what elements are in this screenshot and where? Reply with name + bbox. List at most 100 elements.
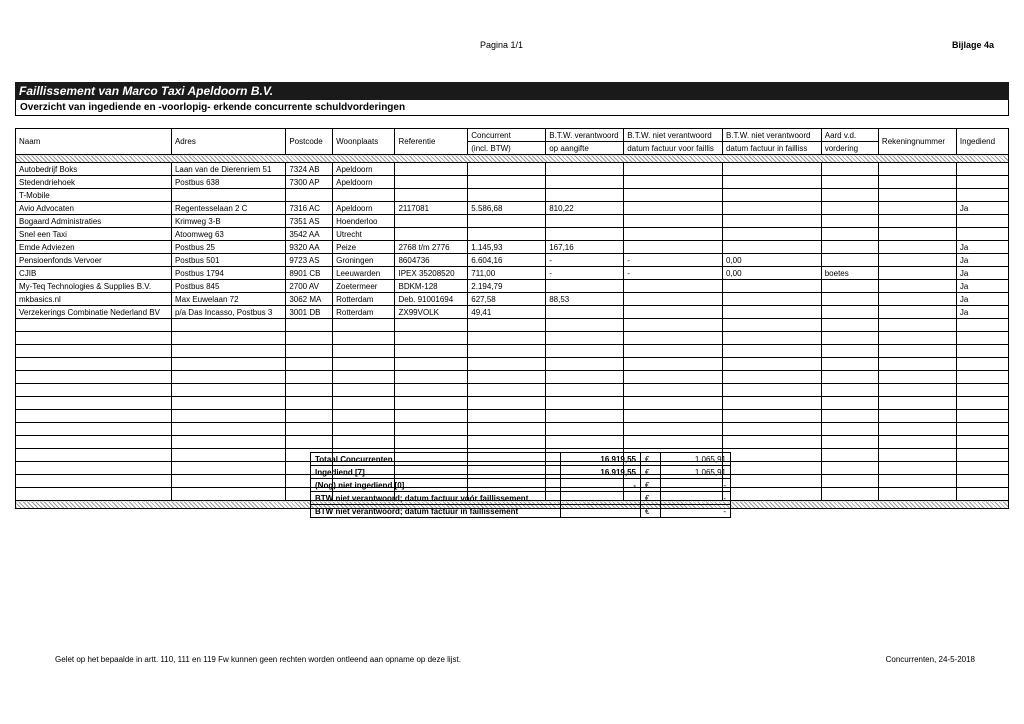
cell-ingediend: Ja <box>956 306 1008 319</box>
cell-woonplaats <box>333 189 395 202</box>
cell-aard <box>821 215 878 228</box>
summary-v2: - <box>661 479 731 492</box>
cell-rekening <box>878 280 956 293</box>
cell-btw_niet1: - <box>624 254 723 267</box>
cell-referentie <box>395 228 468 241</box>
cell-aard <box>821 254 878 267</box>
summary-row: Ingediend [7]16.919,55€1.065,91 <box>311 466 731 479</box>
col-btw-ver: op aangifte <box>546 142 624 155</box>
cell-adres: Postbus 501 <box>171 254 285 267</box>
table-row <box>16 436 1009 449</box>
cell-aard <box>821 293 878 306</box>
cell-concurrent: 49,41 <box>468 306 546 319</box>
cell-btw_ver <box>546 176 624 189</box>
cell-concurrent: 1.145,93 <box>468 241 546 254</box>
cell-adres: Krimweg 3-B <box>171 215 285 228</box>
summary-v2: - <box>661 492 731 505</box>
cell-referentie: 2768 t/m 2776 <box>395 241 468 254</box>
table-row: My-Teq Technologies & Supplies B.V.Postb… <box>16 280 1009 293</box>
footer-note: Gelet op het bepaalde in artt. 110, 111 … <box>55 655 461 664</box>
col-concurrent: (incl. BTW) <box>468 142 546 155</box>
title-bar: Faillissement van Marco Taxi Apeldoorn B… <box>15 82 1009 100</box>
cell-referentie: BDKM-128 <box>395 280 468 293</box>
cell-ingediend: Ja <box>956 241 1008 254</box>
cell-btw_niet2 <box>722 241 821 254</box>
summary-label: Totaal Concurrenten <box>311 453 561 466</box>
cell-referentie <box>395 163 468 176</box>
cell-btw_niet2 <box>722 293 821 306</box>
subtitle: Overzicht van ingediende en -voorlopig- … <box>15 100 1009 116</box>
cell-referentie <box>395 189 468 202</box>
cell-woonplaats: Apeldoorn <box>333 176 395 189</box>
cell-btw_ver: 167,16 <box>546 241 624 254</box>
summary-v2: - <box>661 505 731 518</box>
cell-btw_ver <box>546 228 624 241</box>
col-btw-niet1: datum factuur voor faillis <box>624 142 723 155</box>
cell-btw_niet1 <box>624 189 723 202</box>
cell-btw_ver: 810,22 <box>546 202 624 215</box>
table-row <box>16 319 1009 332</box>
cell-referentie <box>395 176 468 189</box>
summary-label: Ingediend [7] <box>311 466 561 479</box>
cell-ingediend <box>956 176 1008 189</box>
summary-v1 <box>561 505 641 518</box>
table-row: Bogaard AdministratiesKrimweg 3-B7351 AS… <box>16 215 1009 228</box>
cell-adres: Postbus 845 <box>171 280 285 293</box>
summary-currency: € <box>641 505 661 518</box>
cell-naam: Emde Adviezen <box>16 241 172 254</box>
cell-btw_ver: 88,53 <box>546 293 624 306</box>
summary-v1: - <box>561 479 641 492</box>
cell-aard <box>821 228 878 241</box>
cell-rekening <box>878 293 956 306</box>
cell-naam: CJIB <box>16 267 172 280</box>
cell-rekening <box>878 306 956 319</box>
table-row: CJIBPostbus 17948901 CBLeeuwardenIPEX 35… <box>16 267 1009 280</box>
cell-woonplaats: Groningen <box>333 254 395 267</box>
cell-btw_niet2 <box>722 280 821 293</box>
table-row: Snel een TaxiAtoomweg 633542 AAUtrecht <box>16 228 1009 241</box>
cell-concurrent: 627,58 <box>468 293 546 306</box>
table-row: Avio AdvocatenRegentesselaan 2 C7316 ACA… <box>16 202 1009 215</box>
cell-woonplaats: Apeldoorn <box>333 163 395 176</box>
summary-v1 <box>561 492 641 505</box>
cell-ingediend <box>956 215 1008 228</box>
col-btw-niet2-top: B.T.W. niet verantwoord <box>722 129 821 142</box>
cell-referentie: ZX99VOLK <box>395 306 468 319</box>
cell-naam: Verzekerings Combinatie Nederland BV <box>16 306 172 319</box>
cell-woonplaats: Rotterdam <box>333 306 395 319</box>
cell-btw_ver <box>546 280 624 293</box>
cell-adres: Postbus 25 <box>171 241 285 254</box>
cell-referentie: IPEX 35208520 <box>395 267 468 280</box>
cell-concurrent <box>468 189 546 202</box>
summary-currency: € <box>641 453 661 466</box>
col-btw-niet2: datum factuur in failliss <box>722 142 821 155</box>
summary-table-wrap: Totaal Concurrenten16.919,55€1.065,91Ing… <box>310 452 830 518</box>
col-btw-ver-top: B.T.W. verantwoord <box>546 129 624 142</box>
summary-row: (Nog) niet ingediend [0]-€- <box>311 479 731 492</box>
cell-btw_niet1 <box>624 176 723 189</box>
table-row <box>16 371 1009 384</box>
table-row: Pensioenfonds VervoerPostbus 5019723 ASG… <box>16 254 1009 267</box>
cell-aard <box>821 280 878 293</box>
cell-postcode: 7316 AC <box>286 202 333 215</box>
cell-naam: Autobedrijf Boks <box>16 163 172 176</box>
cell-postcode <box>286 189 333 202</box>
cell-postcode: 8901 CB <box>286 267 333 280</box>
cell-referentie: Deb. 91001694 <box>395 293 468 306</box>
col-referentie: Referentie <box>395 129 468 155</box>
cell-btw_ver <box>546 189 624 202</box>
col-naam: Naam <box>16 129 172 155</box>
cell-referentie <box>395 215 468 228</box>
cell-aard <box>821 202 878 215</box>
cell-concurrent: 5.586,68 <box>468 202 546 215</box>
cell-btw_niet1 <box>624 215 723 228</box>
summary-currency: € <box>641 492 661 505</box>
cell-concurrent <box>468 163 546 176</box>
cell-woonplaats: Apeldoorn <box>333 202 395 215</box>
cell-aard: boetes <box>821 267 878 280</box>
cell-naam: Stedendriehoek <box>16 176 172 189</box>
cell-ingediend <box>956 228 1008 241</box>
cell-naam: Snel een Taxi <box>16 228 172 241</box>
cell-ingediend: Ja <box>956 293 1008 306</box>
summary-v1: 16.919,55 <box>561 466 641 479</box>
